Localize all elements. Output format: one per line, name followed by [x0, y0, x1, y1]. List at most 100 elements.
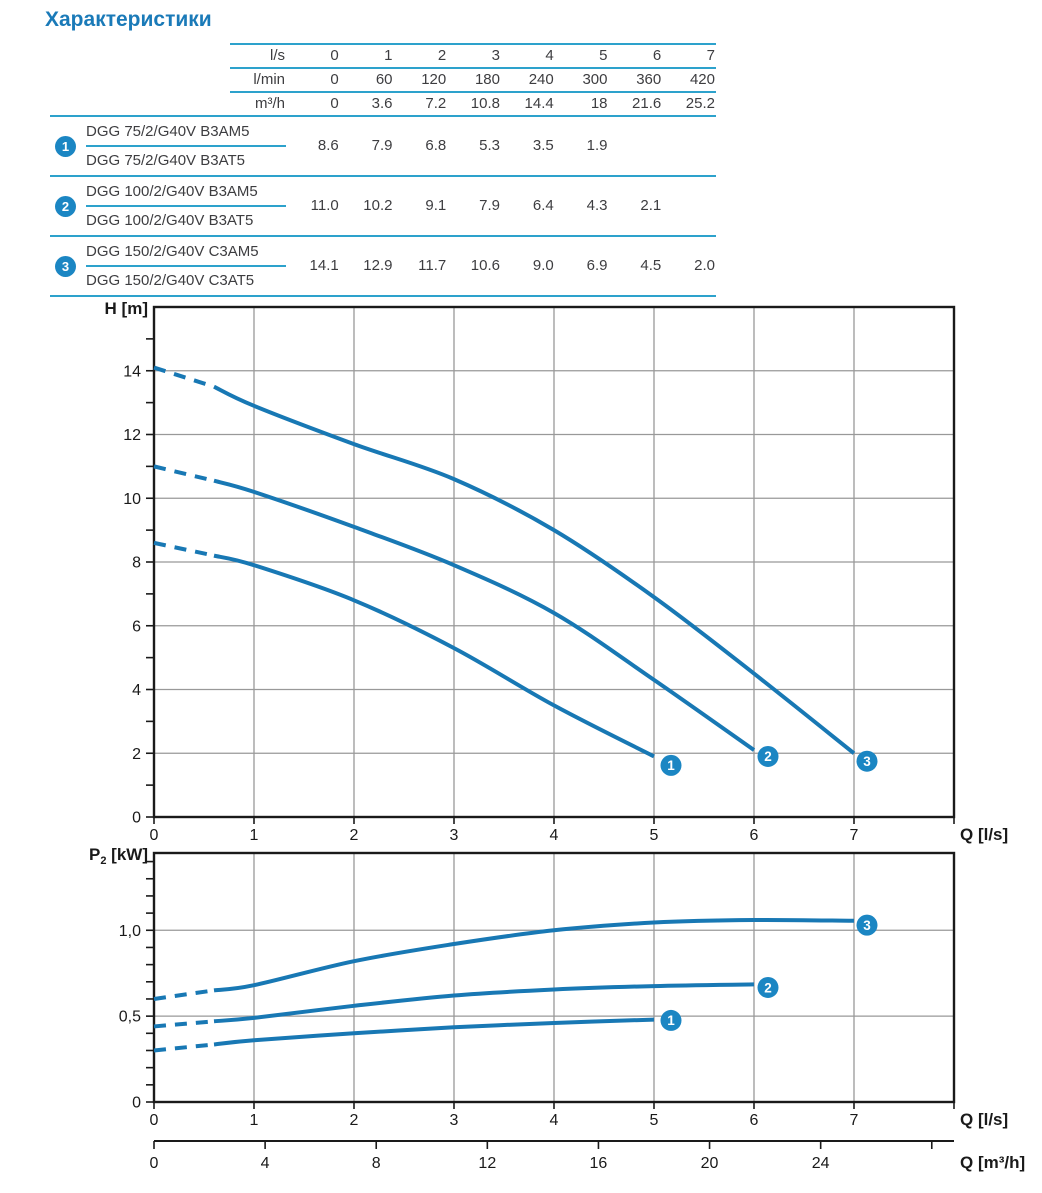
curve-3-solid [213, 917, 855, 993]
model-name: DGG 75/2/G40V B3AT5 [86, 152, 245, 169]
head-value: 5.3 [479, 137, 500, 154]
curve-badge-1: 1 [55, 135, 76, 157]
badge-cell: 2 [50, 195, 86, 217]
curve-3 [153, 365, 856, 755]
head-value: 9.1 [425, 197, 447, 214]
secondary-tick-label: 12 [478, 1155, 496, 1172]
head-value: 4.5 [640, 257, 662, 274]
flow-value: 10.8 [470, 95, 500, 112]
model-name: DGG 75/2/G40V B3AM5 [86, 117, 286, 147]
curve-1-dashed [153, 1042, 215, 1053]
svg-text:1: 1 [667, 758, 675, 773]
x-tick-label: 5 [650, 827, 659, 844]
table-row-pump-1: 1 DGG 75/2/G40V B3AM5 DGG 75/2/G40V B3AT5 8… [50, 117, 716, 177]
secondary-tick-label: 4 [261, 1155, 270, 1172]
curve-1-solid [213, 1017, 655, 1047]
curve-badge-1: 1 [660, 754, 682, 776]
secondary-tick-label: 8 [372, 1155, 381, 1172]
svg-text:3: 3 [863, 754, 871, 769]
flow-value: 4 [545, 47, 554, 64]
x-axis-ticks [153, 1102, 955, 1109]
curve-2-dashed [153, 464, 215, 483]
model-names: DGG 100/2/G40V B3AM5 DGG 100/2/G40V B3AT5 [86, 177, 286, 235]
y-tick-label: 0,5 [119, 1009, 141, 1026]
x-tick-label: 5 [650, 1112, 659, 1129]
x-axis-title: Q [l/s] [960, 1110, 1008, 1129]
head-value: 2.0 [694, 257, 715, 274]
head-value: 7.9 [371, 137, 393, 154]
head-value: 6.8 [425, 137, 447, 154]
curve-2 [153, 464, 756, 752]
head-value: 8.6 [317, 137, 339, 154]
header-row-m³/h: m³/h 0 3.6 7.2 10.8 14.4 18 21.6 25.2 [230, 91, 716, 115]
unit-label: m³/h [255, 95, 285, 112]
curve-1-solid [213, 553, 655, 759]
model-name: DGG 100/2/G40V B3AT5 [86, 212, 254, 229]
head-value: 2.1 [640, 197, 662, 214]
grid [154, 853, 954, 1102]
y-tick-label: 4 [132, 682, 141, 699]
curve-3 [153, 917, 855, 1001]
flow-value: 120 [421, 71, 447, 88]
head-value: 3.5 [532, 137, 554, 154]
curve-3-solid [213, 384, 856, 755]
table-header: l/s 0 1 2 3 4 5 6 7 l/min 0 60 120 180 240 300 360 420 m³/… [230, 43, 716, 115]
x-tick-label: 4 [550, 827, 559, 844]
model-name: DGG 150/2/G40V C3AM5 [86, 237, 286, 267]
head-value: 11.7 [418, 257, 447, 274]
curve-badge-3: 3 [856, 914, 878, 936]
model-name: DGG 150/2/G40V C3AT5 [86, 272, 255, 289]
header-row-l/min: l/min 0 60 120 180 240 300 360 420 [230, 67, 716, 91]
x-tick-label: 3 [450, 1112, 459, 1129]
curve-1-dashed [153, 540, 215, 558]
curve-badge-1: 1 [660, 1009, 682, 1031]
page-title: Характеристики [45, 8, 212, 31]
flow-value: 60 [375, 71, 393, 88]
flow-value: 300 [582, 71, 608, 88]
flow-value: 420 [689, 71, 715, 88]
secondary-x-axis: 0 4 8 12 16 20 24 Q [m³/h] [150, 1140, 1025, 1172]
model-names: DGG 75/2/G40V B3AM5 DGG 75/2/G40V B3AT5 [86, 117, 286, 175]
secondary-tick-label: 0 [150, 1155, 159, 1172]
curve-3-dashed [153, 365, 215, 389]
y-tick-label: 1,0 [119, 923, 141, 940]
y-axis-title: P2 [kW] [89, 845, 148, 867]
flow-value: 25.2 [685, 95, 715, 112]
y-tick-label: 2 [132, 746, 141, 763]
x-tick-label: 0 [150, 827, 159, 844]
y-tick-label: 10 [123, 491, 141, 508]
flow-value: 21.6 [632, 95, 662, 112]
curve-1 [153, 540, 655, 759]
x-tick-label: 6 [750, 827, 759, 844]
badge-cell: 1 [50, 135, 86, 157]
curve-2-solid [213, 982, 755, 1024]
curve-badge-2: 2 [757, 745, 779, 767]
secondary-axis-title: Q [m³/h] [960, 1153, 1025, 1172]
x-tick-label: 0 [150, 1112, 159, 1129]
y-axis-ticks [146, 338, 154, 818]
grid [154, 307, 954, 817]
head-value: 7.9 [479, 197, 500, 214]
header-row-l/s: l/s 0 1 2 3 4 5 6 7 [230, 43, 716, 67]
flow-value: 240 [528, 71, 554, 88]
x-tick-label: 7 [850, 827, 859, 844]
flow-value: 7.2 [425, 95, 447, 112]
curve-badge-2: 2 [55, 195, 76, 217]
curve-badge-3: 3 [55, 255, 76, 277]
x-tick-label: 3 [450, 827, 459, 844]
y-tick-label: 6 [132, 618, 141, 635]
unit-label: l/s [270, 47, 285, 64]
flow-value: 3 [491, 47, 500, 64]
flow-value: 360 [636, 71, 662, 88]
curve-2 [153, 982, 755, 1029]
y-axis-title: H [m] [105, 299, 148, 318]
svg-text:3: 3 [863, 918, 871, 933]
table-row-pump-2: 2 DGG 100/2/G40V B3AM5 DGG 100/2/G40V B3AT… [50, 177, 716, 237]
flow-value: 180 [474, 71, 500, 88]
flow-value: 2 [437, 47, 447, 64]
characteristics-table: l/s 0 1 2 3 4 5 6 7 l/min 0 60 120 180 240 300 360 420 m³/… [50, 43, 716, 297]
x-tick-label: 4 [550, 1112, 559, 1129]
x-tick-label: 6 [750, 1112, 759, 1129]
